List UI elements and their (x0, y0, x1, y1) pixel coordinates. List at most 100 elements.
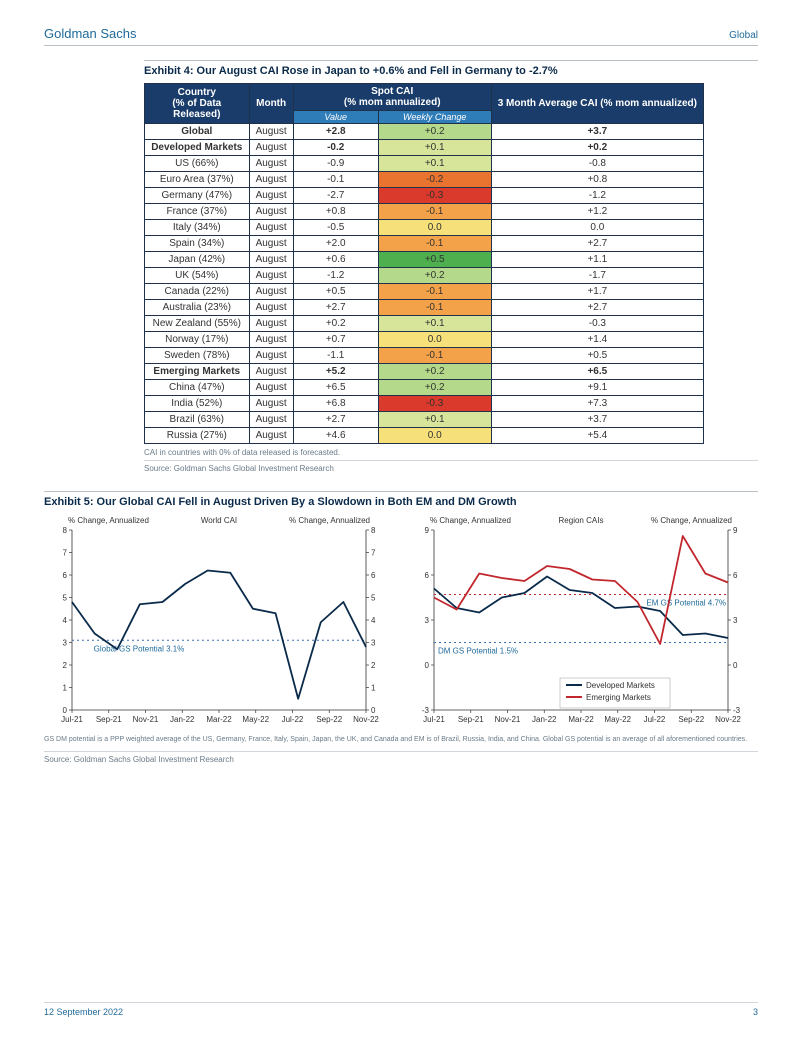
cell-weekly: +0.2 (378, 124, 491, 140)
cell-weekly: +0.1 (378, 412, 491, 428)
cell-weekly: +0.1 (378, 316, 491, 332)
cell-month: August (249, 364, 293, 380)
footer-date: 12 September 2022 (44, 1007, 123, 1017)
cell-value: +0.8 (293, 204, 378, 220)
svg-text:2: 2 (63, 661, 68, 670)
cell-value: +0.5 (293, 284, 378, 300)
table-row: France (37%)August+0.8-0.1+1.2 (145, 204, 704, 220)
cell-avg: +6.5 (491, 364, 703, 380)
cell-weekly: -0.2 (378, 172, 491, 188)
table-row: Australia (23%)August+2.7-0.1+2.7 (145, 300, 704, 316)
table-row: New Zealand (55%)August+0.2+0.1-0.3 (145, 316, 704, 332)
svg-text:0: 0 (425, 661, 430, 670)
table-row: Sweden (78%)August-1.1-0.1+0.5 (145, 348, 704, 364)
exhibit-4-title: Exhibit 4: Our August CAI Rose in Japan … (144, 60, 758, 77)
cell-country: China (47%) (145, 380, 250, 396)
cell-avg: +1.4 (491, 332, 703, 348)
cell-value: +0.6 (293, 252, 378, 268)
svg-text:3: 3 (425, 616, 430, 625)
svg-text:0: 0 (371, 706, 376, 715)
cell-weekly: +0.2 (378, 364, 491, 380)
cell-month: August (249, 140, 293, 156)
charts-row: % Change, Annualized% Change, Annualized… (44, 512, 758, 732)
table-row: US (66%)August-0.9+0.1-0.8 (145, 156, 704, 172)
cell-country: US (66%) (145, 156, 250, 172)
table-row: Euro Area (37%)August-0.1-0.2+0.8 (145, 172, 704, 188)
cell-month: August (249, 220, 293, 236)
svg-text:% Change, Annualized: % Change, Annualized (289, 516, 370, 525)
cell-avg: +1.1 (491, 252, 703, 268)
cell-avg: -1.7 (491, 268, 703, 284)
svg-text:7: 7 (63, 549, 68, 558)
cell-avg: +0.8 (491, 172, 703, 188)
cell-avg: -0.8 (491, 156, 703, 172)
svg-text:Jan-22: Jan-22 (170, 715, 195, 724)
svg-text:6: 6 (63, 571, 68, 580)
svg-text:Nov-21: Nov-21 (133, 715, 159, 724)
svg-text:6: 6 (733, 571, 738, 580)
svg-text:DM GS Potential 1.5%: DM GS Potential 1.5% (438, 647, 518, 656)
cell-value: +2.7 (293, 412, 378, 428)
cell-country: France (37%) (145, 204, 250, 220)
cell-month: August (249, 348, 293, 364)
cell-avg: +3.7 (491, 124, 703, 140)
svg-text:Developed Markets: Developed Markets (586, 681, 655, 690)
cell-country: New Zealand (55%) (145, 316, 250, 332)
cell-value: -1.2 (293, 268, 378, 284)
svg-text:5: 5 (63, 594, 68, 603)
svg-text:Sep-22: Sep-22 (678, 715, 704, 724)
cell-country: Brazil (63%) (145, 412, 250, 428)
cell-value: +2.7 (293, 300, 378, 316)
table-row: GlobalAugust+2.8+0.2+3.7 (145, 124, 704, 140)
cell-avg: +2.7 (491, 236, 703, 252)
svg-text:Nov-22: Nov-22 (715, 715, 741, 724)
cell-month: August (249, 412, 293, 428)
svg-text:8: 8 (63, 526, 68, 535)
svg-text:4: 4 (371, 616, 376, 625)
brand: Goldman Sachs (44, 26, 137, 41)
svg-text:4: 4 (63, 616, 68, 625)
col-month: Month (249, 84, 293, 124)
cell-month: August (249, 268, 293, 284)
svg-text:Jul-21: Jul-21 (61, 715, 83, 724)
svg-text:5: 5 (371, 594, 376, 603)
svg-text:May-22: May-22 (242, 715, 269, 724)
cell-weekly: -0.1 (378, 300, 491, 316)
col-country: Country (% of Data Released) (145, 84, 250, 124)
exhibit-5-footnote: GS DM potential is a PPP weighted averag… (44, 736, 758, 745)
cell-weekly: +0.1 (378, 140, 491, 156)
svg-text:World CAI: World CAI (201, 516, 237, 525)
cell-country: Emerging Markets (145, 364, 250, 380)
svg-text:7: 7 (371, 549, 376, 558)
svg-text:-3: -3 (422, 706, 430, 715)
svg-text:Emerging Markets: Emerging Markets (586, 693, 651, 702)
cell-avg: +3.7 (491, 412, 703, 428)
cell-month: August (249, 204, 293, 220)
cell-value: +4.6 (293, 428, 378, 444)
cell-weekly: +0.5 (378, 252, 491, 268)
svg-text:Jul-21: Jul-21 (423, 715, 445, 724)
exhibit-4-source: Source: Goldman Sachs Global Investment … (144, 460, 758, 473)
cell-avg: -1.2 (491, 188, 703, 204)
cell-month: August (249, 300, 293, 316)
table-row: China (47%)August+6.5+0.2+9.1 (145, 380, 704, 396)
svg-text:1: 1 (371, 684, 376, 693)
cell-avg: +9.1 (491, 380, 703, 396)
svg-text:Global GS Potential 3.1%: Global GS Potential 3.1% (94, 644, 185, 653)
table-row: Emerging MarketsAugust+5.2+0.2+6.5 (145, 364, 704, 380)
exhibit-5-title: Exhibit 5: Our Global CAI Fell in August… (44, 491, 758, 508)
cai-table: Country (% of Data Released) Month Spot … (144, 83, 704, 444)
cell-avg: +0.5 (491, 348, 703, 364)
cell-month: August (249, 252, 293, 268)
cell-avg: -0.3 (491, 316, 703, 332)
svg-text:Jul-22: Jul-22 (282, 715, 304, 724)
cell-avg: +1.2 (491, 204, 703, 220)
cell-month: August (249, 236, 293, 252)
world-cai-chart: % Change, Annualized% Change, Annualized… (44, 512, 394, 732)
cell-value: -0.2 (293, 140, 378, 156)
cell-weekly: -0.1 (378, 236, 491, 252)
cell-avg: +7.3 (491, 396, 703, 412)
footer-page: 3 (753, 1007, 758, 1017)
cell-value: +2.0 (293, 236, 378, 252)
cell-avg: +0.2 (491, 140, 703, 156)
